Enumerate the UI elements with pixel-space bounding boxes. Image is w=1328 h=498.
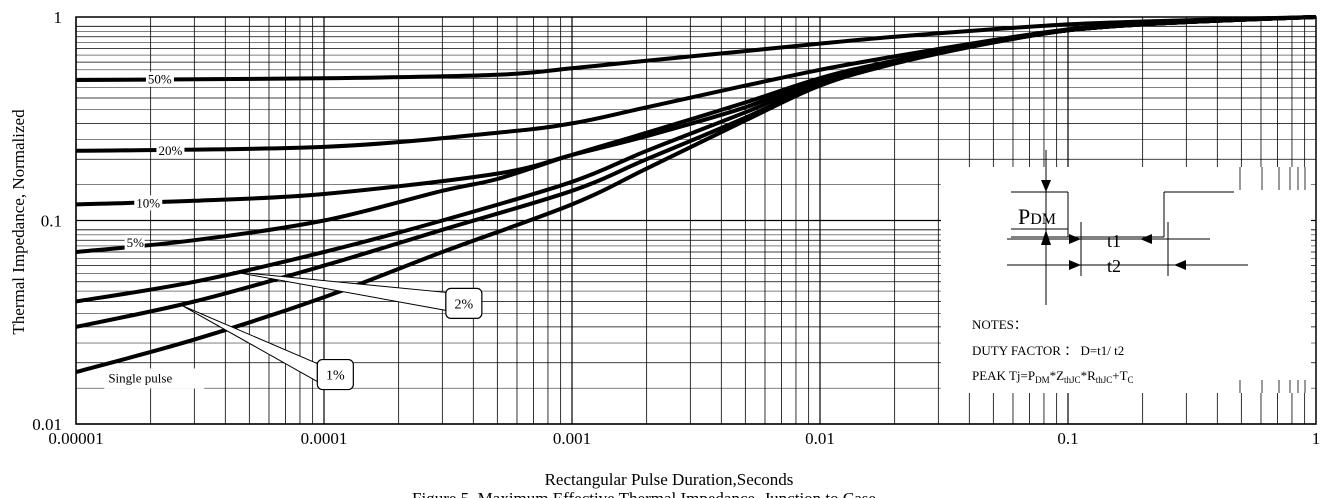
x-tick-label: 0.001 — [553, 429, 591, 448]
single-pulse-label-bg — [104, 368, 205, 389]
curve-labels: 50% 20% 10% 5% Single pulse — [104, 71, 205, 389]
y-tick-label: 0.1 — [41, 212, 62, 231]
curve-label-bg — [124, 235, 145, 251]
curve-label: 50% — [148, 72, 172, 87]
pdm-label-bg — [1016, 201, 1066, 227]
x-tick-label: 0.01 — [805, 429, 835, 448]
callout-label: 1% — [326, 369, 345, 384]
inset-pulse-diagram: PDM t1 t2 NOTES： DUTY FACTOR ： D=t1/ t2 … — [972, 150, 1248, 385]
callouts: 2% 1% — [182, 271, 483, 391]
callout-box — [445, 287, 483, 320]
callout-box — [316, 358, 354, 391]
axes: Thermal Impedance, Normalized Rectangula… — [9, 8, 1320, 498]
callout-label: 2% — [455, 297, 474, 312]
series-line-single-pulse — [75, 15, 1317, 375]
arrow-icon — [1069, 260, 1081, 270]
y-tick-label: 0.01 — [32, 415, 62, 434]
notes-peak-tj: PEAK Tj=PDM*ZthJC*RthJC+TC — [972, 368, 1134, 385]
t2-label: t2 — [1107, 256, 1121, 276]
series-group — [75, 15, 1317, 375]
t1-label: t1 — [1107, 231, 1121, 251]
single-pulse-label: Single pulse — [108, 370, 172, 385]
inset-notes-box — [941, 167, 1311, 393]
x-tick-label: 1 — [1312, 429, 1321, 448]
x-tick-label: 0.1 — [1057, 429, 1078, 448]
arrow-icon — [1041, 230, 1051, 245]
y-axis-title: Thermal Impedance, Normalized — [9, 109, 28, 335]
curve-label-bg — [145, 71, 174, 87]
curve-label-bg — [156, 142, 185, 158]
x-axis-title: Rectangular Pulse Duration,Seconds — [545, 470, 794, 489]
x-tick-label: 0.0001 — [301, 429, 348, 448]
series-line-50- — [75, 15, 1317, 82]
arrow-icon — [1174, 260, 1186, 270]
curve-label: 10% — [136, 195, 160, 210]
plot-frame — [75, 16, 1317, 425]
notes-title: NOTES： — [972, 317, 1027, 332]
curve-label: 20% — [158, 143, 182, 158]
arrow-icon — [1041, 180, 1051, 192]
notes-duty-factor: DUTY FACTOR ： D=t1/ t2 — [972, 343, 1124, 358]
y-tick-label: 1 — [54, 8, 63, 27]
curve-label-bg — [134, 195, 163, 211]
inset-background — [941, 167, 1311, 393]
x-tick-label: 0.00001 — [48, 429, 103, 448]
figure-caption: Figure 5. Maximum Effective Thermal Impe… — [412, 489, 876, 498]
curve-label: 5% — [127, 235, 145, 250]
arrow-icon — [1069, 234, 1081, 244]
arrow-icon — [1140, 234, 1152, 244]
pdm-label: PDM — [1018, 204, 1056, 229]
